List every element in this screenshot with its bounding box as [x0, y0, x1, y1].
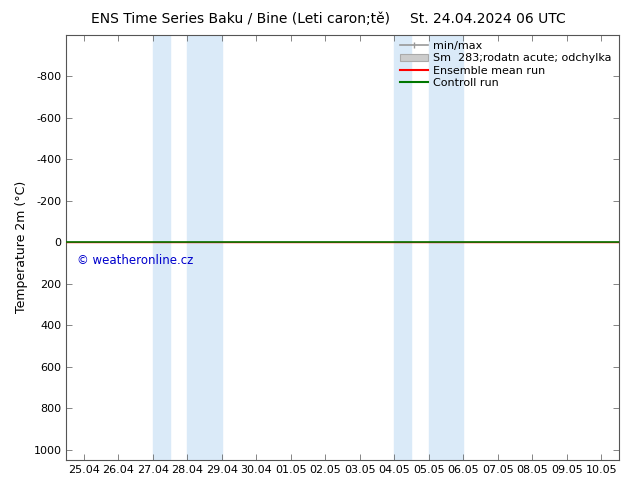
Bar [394, 35, 411, 460]
Legend: min/max, Sm  283;rodatn acute; odchylka, Ensemble mean run, Controll run: min/max, Sm 283;rodatn acute; odchylka, … [397, 38, 615, 91]
Bar [187, 35, 222, 460]
Bar [153, 35, 170, 460]
Y-axis label: Temperature 2m (°C): Temperature 2m (°C) [15, 181, 28, 314]
Bar [429, 35, 463, 460]
Text: ENS Time Series Baku / Bine (Leti caron;tě): ENS Time Series Baku / Bine (Leti caron;… [91, 12, 391, 26]
Text: © weatheronline.cz: © weatheronline.cz [77, 254, 194, 267]
Text: St. 24.04.2024 06 UTC: St. 24.04.2024 06 UTC [410, 12, 566, 26]
